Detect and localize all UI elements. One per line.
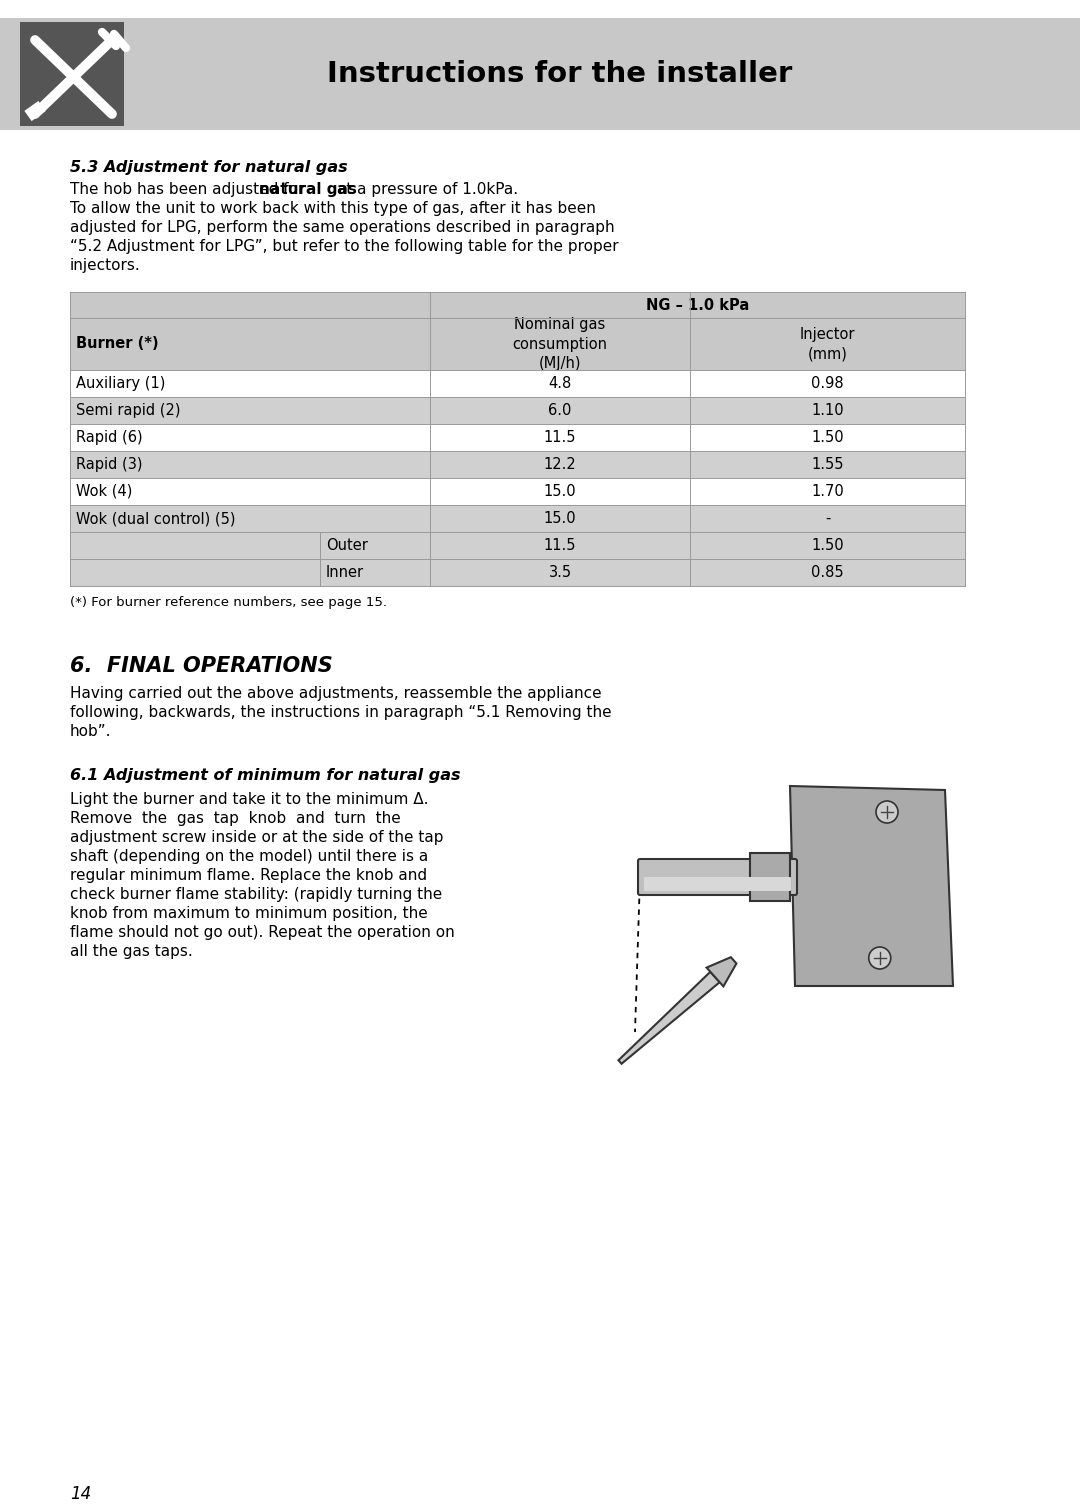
Text: adjusted for LPG, perform the same operations described in paragraph: adjusted for LPG, perform the same opera… (70, 221, 615, 236)
Text: flame should not go out). Repeat the operation on: flame should not go out). Repeat the ope… (70, 925, 455, 940)
Text: 11.5: 11.5 (543, 538, 577, 553)
Text: 0.85: 0.85 (811, 565, 843, 580)
Text: 12.2: 12.2 (543, 456, 577, 471)
Text: 1.70: 1.70 (811, 484, 843, 499)
Circle shape (868, 947, 891, 969)
Text: Inner: Inner (326, 565, 364, 580)
Text: 5.3 Adjustment for natural gas: 5.3 Adjustment for natural gas (70, 160, 348, 175)
Text: all the gas taps.: all the gas taps. (70, 944, 192, 959)
Text: 1.50: 1.50 (811, 431, 843, 446)
Text: Nominal gas
consumption
(MJ/h): Nominal gas consumption (MJ/h) (513, 317, 607, 372)
Text: at a pressure of 1.0kPa.: at a pressure of 1.0kPa. (332, 181, 518, 196)
Text: adjustment screw inside or at the side of the tap: adjustment screw inside or at the side o… (70, 830, 444, 845)
Text: Injector
(mm): Injector (mm) (800, 326, 855, 361)
Text: 3.5: 3.5 (549, 565, 571, 580)
Text: NG – 1.0 kPa: NG – 1.0 kPa (646, 298, 750, 313)
Text: hob”.: hob”. (70, 724, 111, 739)
Text: check burner flame stability: (rapidly turning the: check burner flame stability: (rapidly t… (70, 887, 442, 902)
Bar (70, 292, 966, 317)
Circle shape (876, 801, 897, 823)
Text: 0.98: 0.98 (811, 376, 843, 391)
Text: regular minimum flame. Replace the knob and: regular minimum flame. Replace the knob … (70, 867, 427, 882)
Text: 15.0: 15.0 (543, 511, 577, 526)
Text: To allow the unit to work back with this type of gas, after it has been: To allow the unit to work back with this… (70, 201, 596, 216)
Bar (70, 450, 966, 477)
Bar (70, 505, 966, 532)
Text: shaft (depending on the model) until there is a: shaft (depending on the model) until the… (70, 849, 429, 864)
Text: 14: 14 (70, 1485, 91, 1503)
Text: 1.55: 1.55 (811, 456, 843, 471)
Text: Wok (4): Wok (4) (76, 484, 133, 499)
Text: Wok (dual control) (5): Wok (dual control) (5) (76, 511, 235, 526)
Text: (*) For burner reference numbers, see page 15.: (*) For burner reference numbers, see pa… (70, 595, 387, 609)
Text: Semi rapid (2): Semi rapid (2) (76, 403, 180, 419)
Text: Remove  the  gas  tap  knob  and  turn  the: Remove the gas tap knob and turn the (70, 811, 401, 827)
Polygon shape (619, 972, 719, 1064)
Text: Instructions for the installer: Instructions for the installer (327, 60, 793, 88)
Text: 4.8: 4.8 (549, 376, 571, 391)
Text: 6.  FINAL OPERATIONS: 6. FINAL OPERATIONS (70, 656, 333, 675)
Text: 6.1 Adjustment of minimum for natural gas: 6.1 Adjustment of minimum for natural ga… (70, 768, 460, 783)
Bar (70, 397, 966, 425)
Text: Burner (*): Burner (*) (76, 337, 159, 352)
Bar (21, 23, 124, 125)
Text: “5.2 Adjustment for LPG”, but refer to the following table for the proper: “5.2 Adjustment for LPG”, but refer to t… (70, 239, 619, 254)
Polygon shape (706, 956, 737, 987)
Bar (70, 477, 966, 505)
Bar (70, 425, 966, 450)
Bar (70, 532, 966, 559)
Text: injectors.: injectors. (70, 258, 140, 273)
FancyBboxPatch shape (638, 858, 797, 895)
Text: 11.5: 11.5 (543, 431, 577, 446)
Bar (750, 854, 789, 901)
Text: The hob has been adjusted for: The hob has been adjusted for (70, 181, 309, 196)
Bar (70, 370, 966, 397)
Bar (70, 559, 966, 586)
Text: 1.50: 1.50 (811, 538, 843, 553)
Text: Rapid (6): Rapid (6) (76, 431, 143, 446)
Text: -: - (825, 511, 831, 526)
Text: Outer: Outer (326, 538, 368, 553)
Text: 6.0: 6.0 (549, 403, 571, 419)
FancyBboxPatch shape (644, 876, 791, 891)
Bar (0, 18, 1080, 130)
Text: natural gas: natural gas (259, 181, 356, 196)
Text: knob from maximum to minimum position, the: knob from maximum to minimum position, t… (70, 907, 428, 922)
Text: following, backwards, the instructions in paragraph “5.1 Removing the: following, backwards, the instructions i… (70, 706, 611, 721)
Text: Auxiliary (1): Auxiliary (1) (76, 376, 165, 391)
Polygon shape (789, 786, 953, 987)
Text: 15.0: 15.0 (543, 484, 577, 499)
Bar (70, 317, 966, 370)
Text: Light the burner and take it to the minimum Δ.: Light the burner and take it to the mini… (70, 792, 429, 807)
Text: Having carried out the above adjustments, reassemble the appliance: Having carried out the above adjustments… (70, 686, 602, 701)
Text: Rapid (3): Rapid (3) (76, 456, 143, 471)
Text: 1.10: 1.10 (811, 403, 843, 419)
